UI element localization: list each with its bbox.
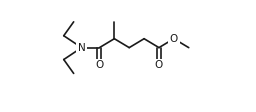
Text: O: O [95, 60, 104, 70]
Text: O: O [170, 34, 178, 44]
Text: O: O [155, 60, 163, 70]
Text: N: N [78, 43, 86, 53]
